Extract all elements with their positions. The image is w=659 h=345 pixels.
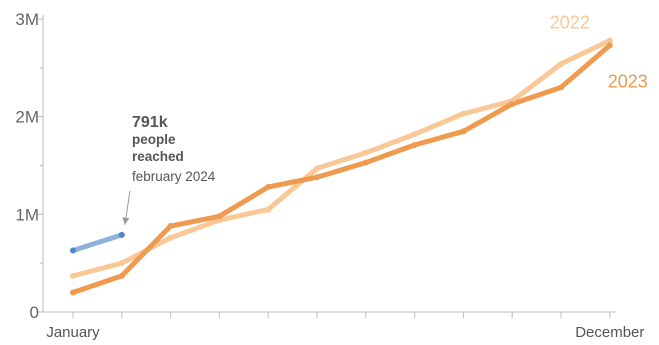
data-point xyxy=(606,37,613,44)
data-point xyxy=(265,183,272,190)
series-line-2023 xyxy=(70,42,613,295)
data-point xyxy=(411,141,418,148)
data-point xyxy=(70,272,76,279)
x-axis-ticks: January December xyxy=(46,312,644,341)
data-point xyxy=(167,234,174,241)
data-point xyxy=(314,174,320,181)
annotation-value: 791k xyxy=(132,114,168,131)
data-point xyxy=(460,110,467,117)
data-point xyxy=(362,159,369,166)
y-tick-label: 2M xyxy=(15,108,39,127)
data-point xyxy=(411,131,418,138)
y-axis-ticks: 0 1M 2M 3M xyxy=(15,10,43,322)
data-point xyxy=(118,260,125,267)
axes xyxy=(42,15,616,313)
series-points xyxy=(70,37,613,296)
series-label-2023: 2023 xyxy=(608,71,648,91)
series-line-2022 xyxy=(70,37,613,279)
data-point xyxy=(70,289,76,296)
y-tick-label: 1M xyxy=(15,205,39,224)
data-point xyxy=(509,100,516,107)
annotation-date: february 2024 xyxy=(132,169,216,184)
data-point xyxy=(362,149,369,156)
x-tick-label: December xyxy=(575,324,644,341)
series-lines xyxy=(70,37,613,295)
data-point xyxy=(314,165,320,172)
data-point xyxy=(265,206,272,213)
data-point xyxy=(167,223,174,230)
series-line-current xyxy=(70,232,125,253)
data-point xyxy=(216,213,223,220)
annotation-line2: reached xyxy=(132,149,184,164)
data-point xyxy=(70,247,76,254)
data-point xyxy=(558,60,564,67)
series-labels: 2022 2023 xyxy=(550,12,648,91)
data-point xyxy=(118,231,125,238)
y-tick-label: 3M xyxy=(15,10,39,29)
data-point xyxy=(118,272,125,279)
annotation-arrow-head xyxy=(122,217,130,225)
series-label-2022: 2022 xyxy=(550,12,590,32)
data-point xyxy=(558,84,564,91)
annotation-line1: people xyxy=(132,132,176,147)
y-tick-label: 0 xyxy=(30,303,39,322)
data-point xyxy=(460,128,467,135)
x-tick-label: January xyxy=(46,324,100,341)
data-point xyxy=(606,42,613,49)
